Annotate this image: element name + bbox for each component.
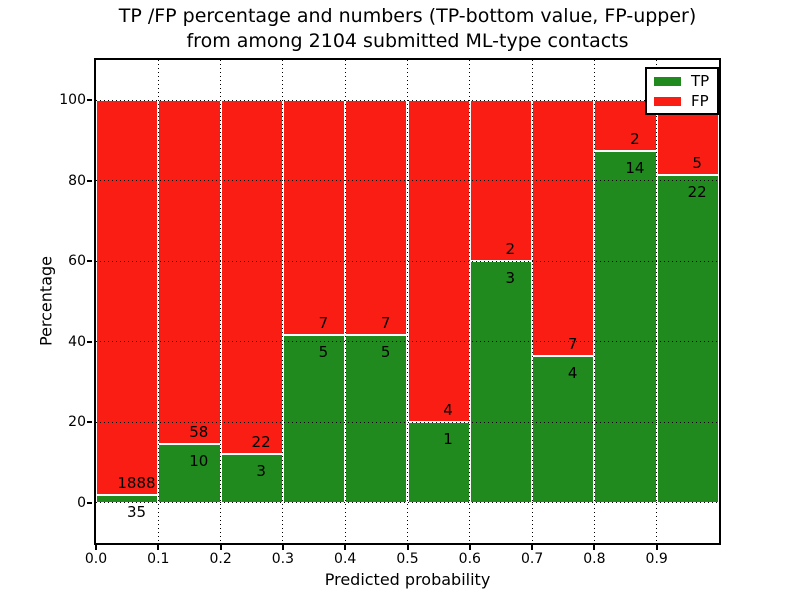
bar-count-label-tp: 4 [567,364,578,383]
bar-count-label-fp: 5 [692,153,702,172]
x-tick [344,545,347,550]
x-tick-label: 0.6 [458,551,481,567]
y-tick-label: 20 [68,414,86,431]
x-tick-label: 0.7 [520,551,544,567]
x-tick [655,545,658,550]
bar-segment-tp [656,174,719,503]
y-tick [87,99,92,102]
x-tick [157,545,160,550]
gridline-v [282,60,284,543]
y-tick-label: 60 [68,253,86,270]
x-tick-label: 0.8 [583,551,606,567]
plot-area: 1888 35 58 10 22 3 7 5 7 5 4 1 2 3 7 4 2 14 5 22 [94,58,721,545]
bar-segment-tp [594,150,657,503]
x-tick [95,545,97,550]
bar-segment-tp [469,261,533,503]
x-tick-label: 0.2 [209,551,232,567]
bar-segment-tp [282,335,346,503]
x-tick-label: 0.3 [271,551,295,567]
x-tick [406,545,409,550]
bar-segment-tp [158,443,221,503]
y-tick-label: 0 [77,494,86,511]
gridline-v [220,60,222,543]
legend: TP FP [645,67,719,115]
x-tick [531,545,534,550]
legend-label: FP [691,92,709,110]
x-tick-label: 0.1 [147,551,170,567]
bar-segment-fp [158,100,221,444]
x-tick-label: 0.9 [645,551,668,567]
bar-count-label-fp: 1888 [117,474,156,493]
chart-title-line2: from among 2104 submitted ML-type contac… [186,30,629,52]
y-tick [87,340,92,343]
gridline-v [656,60,658,543]
bar-segment-tp [96,495,159,503]
bar-count-label-fp: 2 [505,240,516,259]
y-tick [87,421,92,424]
gridline-v [157,60,159,543]
x-tick [468,545,471,550]
bar-segment-fp [345,100,408,336]
bar-segment-tp [345,335,408,503]
bar-count-label-tp: 35 [126,503,147,522]
gridline-v [531,60,533,543]
x-tick-label: 0.4 [334,551,357,567]
gridline-v [344,60,346,543]
legend-swatch [654,96,681,106]
bar-segment-tp [532,356,595,503]
chart-title: TP /FP percentage and numbers (TP-bottom… [96,4,719,54]
bar-count-label-tp: 5 [380,343,391,362]
y-axis-label: Percentage [36,255,56,347]
bar-count-label-fp: 4 [443,401,453,420]
legend-swatch [654,76,681,86]
bar-segment-fp [96,100,159,496]
y-tick [87,501,92,504]
legend-item: TP [654,73,717,89]
bar-segment-fp [220,100,283,455]
bar-count-label-tp: 14 [625,158,645,177]
y-tick [87,260,92,263]
bar-count-label-fp: 7 [380,314,391,333]
bar-count-label-fp: 58 [189,422,209,441]
gridline-v [593,60,595,543]
y-tick-label: 100 [59,92,86,109]
bar-count-label-fp: 7 [567,335,578,354]
bar-count-label-tp: 1 [443,430,453,449]
x-tick-label: 0.5 [396,551,419,567]
x-tick [219,545,222,550]
bar-count-label-tp: 5 [318,343,329,362]
gridline-v [469,60,471,543]
bar-count-label-tp: 10 [189,451,209,470]
bar-segment-tp [220,454,283,503]
bar-count-label-tp: 22 [687,182,707,201]
y-tick-label: 80 [68,172,86,189]
bar-count-label-fp: 7 [318,314,329,333]
bar-segment-fp [282,100,346,336]
y-tick-label: 40 [68,333,86,350]
x-tick-label: 0.0 [84,551,108,567]
bar-count-label-fp: 2 [630,129,640,148]
x-axis-label: Predicted probability [324,570,491,589]
x-tick [281,545,284,550]
bar-segment-fp [532,100,595,357]
chart-title-line1: TP /FP percentage and numbers (TP-bottom… [118,5,697,27]
legend-item: FP [654,93,717,109]
bar-count-label-fp: 22 [251,433,271,452]
legend-label: TP [691,72,710,90]
y-tick [87,179,92,182]
bar-segment-tp [407,422,470,503]
bar-count-label-tp: 3 [256,462,266,481]
bar-count-label-tp: 3 [505,269,516,288]
x-tick [593,545,596,550]
gridline-v [407,60,408,543]
